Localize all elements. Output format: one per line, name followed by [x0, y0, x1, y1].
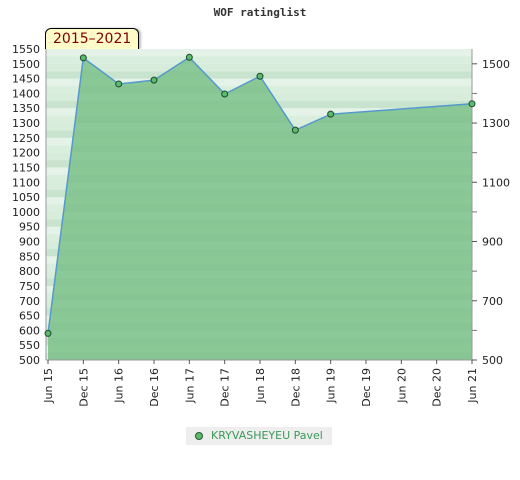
- area-band: [46, 271, 472, 286]
- y-left-tick-label: 1550: [12, 43, 40, 56]
- y-left-tick-label: 900: [19, 236, 40, 249]
- y-left-tick-label: 750: [19, 280, 40, 293]
- data-point: [468, 100, 476, 108]
- area-band: [46, 123, 472, 138]
- data-point: [150, 76, 158, 84]
- area-band: [46, 152, 472, 168]
- y-left-tick-label: 950: [19, 221, 40, 234]
- x-tick-label: Jun 19: [325, 368, 338, 404]
- legend: KRYVASHEYEU Pavel: [186, 427, 332, 445]
- x-tick-label: Dec 17: [219, 368, 232, 407]
- series-line: [47, 56, 472, 334]
- area-band: [46, 300, 472, 316]
- series-area: [48, 57, 472, 360]
- y-left-tick-label: 800: [19, 265, 40, 278]
- points-layer: [44, 53, 476, 337]
- data-point: [115, 80, 123, 88]
- y-right-tick-label: 1300: [482, 117, 510, 130]
- area-band: [46, 241, 472, 257]
- y-right-tick-label: 1500: [482, 58, 510, 71]
- y-left-tick-label: 1400: [12, 87, 40, 100]
- x-tick-label: Dec 19: [360, 368, 373, 407]
- x-axis: Jun 15 Dec 15 Jun 16 Dec 16 Jun 17 Dec 17 Jun …: [42, 360, 479, 407]
- x-tick-label: Dec 18: [289, 368, 302, 407]
- area-band: [46, 211, 472, 227]
- date-range-badge: 2015–2021: [45, 28, 140, 49]
- y-left-tick-label: 550: [19, 339, 40, 352]
- area-layer: [46, 56, 472, 360]
- grid-band: [46, 56, 472, 64]
- chart-title: WOF ratinglist: [213, 6, 307, 19]
- y-left-tick-label: 1250: [12, 132, 40, 145]
- y-left-tick-label: 850: [19, 250, 40, 263]
- y-left-tick-label: 1500: [12, 58, 40, 71]
- y-left-tick-label: 1300: [12, 117, 40, 130]
- y-left-tick-label: 600: [19, 324, 40, 337]
- y-left-tick-label: 700: [19, 295, 40, 308]
- data-point: [327, 110, 335, 118]
- data-point: [79, 54, 87, 62]
- x-tick-label: Jun 15: [42, 368, 55, 404]
- y-right-tick-label: 500: [482, 354, 503, 367]
- data-point: [44, 329, 52, 337]
- y-left-tick-label: 500: [19, 354, 40, 367]
- y-left-tick-label: 1050: [12, 191, 40, 204]
- x-tick-label: Jun 18: [254, 368, 267, 404]
- area-band: [46, 330, 472, 346]
- area-band: [46, 182, 472, 198]
- y-left-tick-label: 1000: [12, 206, 40, 219]
- x-tick-label: Jun 17: [183, 368, 196, 404]
- x-tick-label: Dec 20: [431, 368, 444, 407]
- data-point: [185, 53, 193, 61]
- data-point: [291, 126, 299, 134]
- data-point: [221, 90, 229, 98]
- data-point: [256, 72, 264, 80]
- x-tick-label: Dec 16: [148, 368, 161, 407]
- legend-marker: [195, 432, 203, 440]
- y-left-tick-label: 1150: [12, 161, 40, 174]
- x-tick-label: Jun 21: [466, 368, 479, 404]
- x-tick-label: Jun 20: [395, 368, 408, 404]
- y-right-tick-label: 900: [482, 236, 503, 249]
- y-right-tick-label: 700: [482, 295, 503, 308]
- y-left-tick-label: 650: [19, 310, 40, 323]
- y-left-tick-label: 1450: [12, 73, 40, 86]
- y-axis-right: 500 700 900 1100 1300 1500: [472, 58, 510, 367]
- grid-band: [46, 49, 472, 57]
- y-left-tick-label: 1100: [12, 176, 40, 189]
- y-left-tick-label: 1200: [12, 147, 40, 160]
- grid-band: [46, 63, 472, 72]
- legend-series-label: KRYVASHEYEU Pavel: [211, 429, 323, 442]
- y-left-tick-label: 1350: [12, 102, 40, 115]
- y-right-tick-label: 1100: [482, 176, 510, 189]
- area-band: [46, 93, 472, 109]
- x-tick-label: Jun 16: [113, 368, 126, 404]
- x-tick-label: Dec 15: [77, 368, 90, 407]
- area-band: [46, 63, 472, 79]
